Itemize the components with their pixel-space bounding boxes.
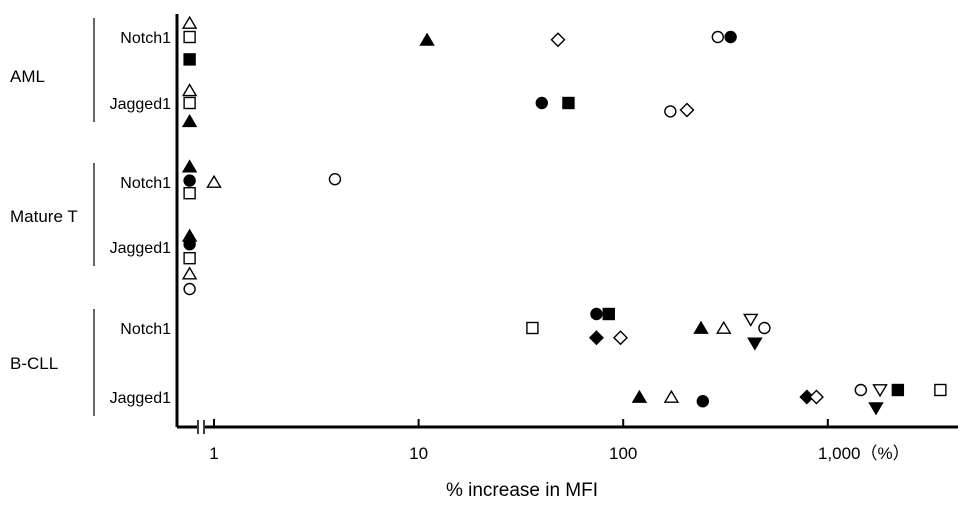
x-tick-label-100: 100	[609, 444, 637, 463]
point-mature-t-notch1-5-circle-open	[328, 172, 342, 186]
point-mature-t-jagged1-4-triangle-open	[181, 266, 198, 280]
point-aml-jagged1-1-triangle-open	[181, 83, 198, 97]
point-b-cll-notch1-10-triangle-down-filled	[747, 337, 763, 351]
point-aml-jagged1-6-circle-open	[664, 105, 677, 118]
row-labels: AML Notch1 Jagged1 Mature T Notch1 Jagged1 B-C…	[10, 30, 171, 407]
point-b-cll-jagged1-1-triangle-filled	[631, 389, 648, 403]
point-aml-notch1-7-circle-filled	[724, 30, 737, 44]
row-label-aml-notch1: Notch1	[120, 30, 171, 47]
point-aml-notch1-6-circle-open	[711, 30, 725, 44]
point-b-cll-jagged1-3-circle-filled	[696, 395, 710, 408]
point-aml-jagged1-4-circle-filled	[535, 96, 548, 110]
point-mature-t-notch1-3-square-open	[183, 186, 196, 200]
point-b-cll-jagged1-10-triangle-down-filled	[868, 402, 884, 416]
point-b-cll-notch1-1-square-open	[526, 321, 539, 335]
point-mature-t-jagged1-5-circle-open	[183, 282, 196, 296]
point-b-cll-notch1-3-square-filled	[602, 307, 615, 321]
point-b-cll-notch1-4-diamond-filled	[588, 330, 604, 346]
axis-break-gap	[197, 419, 205, 435]
point-b-cll-notch1-7-triangle-open	[716, 320, 732, 334]
x-axis-ticks: 1 10 100 1,000（%）	[209, 419, 910, 463]
group-label-aml: AML	[10, 67, 45, 86]
point-aml-jagged1-3-triangle-filled	[181, 113, 198, 128]
point-b-cll-jagged1-2-triangle-open	[663, 389, 680, 403]
point-aml-notch1-5-diamond-open	[550, 32, 566, 48]
point-b-cll-jagged1-7-triangle-down-open	[872, 384, 888, 398]
point-b-cll-notch1-5-diamond-open	[613, 330, 628, 346]
point-aml-notch1-4-triangle-filled	[419, 32, 435, 46]
x-tick-label-1000: 1,000（%）	[818, 444, 910, 463]
row-label-mature-t-jagged1: Jagged1	[110, 240, 171, 257]
point-mature-t-jagged1-2-circle-filled	[183, 237, 196, 251]
point-aml-jagged1-5-square-filled	[562, 96, 575, 110]
point-mature-t-notch1-1-triangle-filled	[181, 159, 198, 173]
data-points	[181, 15, 947, 416]
point-aml-jagged1-2-square-open	[183, 96, 196, 110]
x-tick-label-1: 1	[209, 444, 218, 463]
row-label-b-cll-notch1: Notch1	[120, 321, 171, 338]
row-label-b-cll-jagged1: Jagged1	[110, 390, 171, 407]
row-label-aml-jagged1: Jagged1	[110, 96, 171, 113]
point-b-cll-jagged1-5-diamond-open	[808, 389, 824, 405]
row-label-mature-t-notch1: Notch1	[120, 175, 171, 192]
point-mature-t-jagged1-3-square-open	[183, 251, 196, 265]
point-mature-t-notch1-4-triangle-open	[206, 174, 222, 188]
point-b-cll-notch1-6-triangle-filled	[693, 320, 709, 334]
x-tick-label-10: 10	[409, 444, 428, 463]
point-aml-notch1-3-square-filled	[183, 53, 196, 66]
point-b-cll-jagged1-9-square-open	[934, 383, 947, 397]
axes	[175, 14, 958, 435]
point-aml-notch1-2-square-open	[183, 30, 196, 44]
group-label-b-cll: B-CLL	[10, 354, 58, 373]
group-label-mature-t: Mature T	[10, 207, 78, 226]
point-b-cll-jagged1-6-circle-open	[854, 383, 868, 397]
point-b-cll-notch1-8-triangle-down-open	[742, 313, 759, 327]
point-b-cll-jagged1-8-square-filled	[891, 383, 905, 397]
point-b-cll-notch1-2-circle-filled	[590, 307, 603, 321]
point-aml-notch1-1-triangle-open	[181, 15, 198, 29]
point-mature-t-notch1-2-circle-filled	[183, 174, 196, 187]
point-aml-jagged1-7-diamond-open	[679, 102, 695, 118]
point-b-cll-notch1-9-circle-open	[758, 321, 771, 335]
x-axis-title: % increase in MFI	[446, 480, 598, 501]
